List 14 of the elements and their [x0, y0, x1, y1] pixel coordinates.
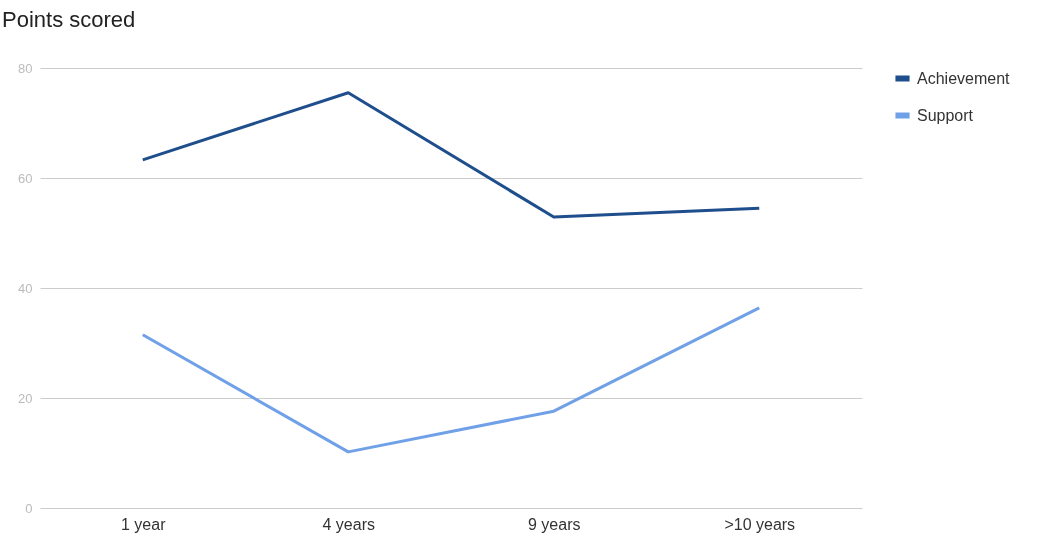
y-tick-label: 80 [18, 60, 33, 76]
x-tick-label: >10 years [724, 515, 796, 533]
chart-title: Points scored [2, 7, 136, 32]
y-tick-label: 40 [18, 280, 33, 296]
legend-label: Achievement [917, 69, 1011, 87]
x-tick-label: 9 years [528, 515, 581, 533]
y-tick-label: 60 [18, 170, 33, 186]
legend-label: Support [917, 106, 974, 124]
x-tick-label: 4 years [322, 515, 375, 533]
y-tick-label: 20 [18, 390, 33, 406]
x-tick-label: 1 year [121, 515, 167, 533]
line-series [141, 306, 761, 454]
y-tick-label: 0 [25, 500, 33, 516]
line-series [141, 91, 761, 219]
